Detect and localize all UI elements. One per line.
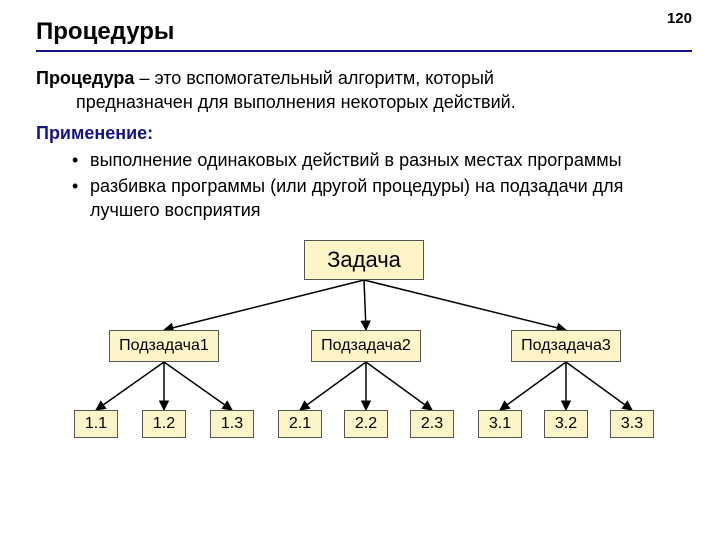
application-label: Применение: [36, 123, 692, 144]
definition-paragraph: Процедура – это вспомогательный алгоритм… [36, 66, 692, 115]
tree-leaf: 3.1 [478, 410, 522, 438]
task-tree: Задача Подзадача1 Подзадача2 Подзадача3 … [44, 240, 684, 470]
application-list: выполнение одинаковых действий в разных … [36, 148, 692, 223]
title-rule [36, 50, 692, 52]
list-item: выполнение одинаковых действий в разных … [90, 148, 692, 172]
tree-leaf: 3.2 [544, 410, 588, 438]
definition-sep: – [134, 68, 154, 88]
tree-mid-1: Подзадача1 [109, 330, 219, 362]
tree-leaf: 1.1 [74, 410, 118, 438]
list-item: разбивка программы (или другой процедуры… [90, 174, 692, 223]
tree-leaf: 3.3 [610, 410, 654, 438]
tree-leaf: 1.2 [142, 410, 186, 438]
definition-line1: это вспомогательный алгоритм, который [154, 68, 494, 88]
tree-mid-2: Подзадача2 [311, 330, 421, 362]
tree-mid-3: Подзадача3 [511, 330, 621, 362]
definition-line2: предназначен для выполнения некоторых де… [36, 90, 692, 114]
tree-leaf: 1.3 [210, 410, 254, 438]
page-number: 120 [667, 10, 692, 27]
tree-root: Задача [304, 240, 424, 280]
page-title: Процедуры [36, 18, 692, 46]
tree-leaf: 2.1 [278, 410, 322, 438]
tree-leaf: 2.2 [344, 410, 388, 438]
tree-leaf: 2.3 [410, 410, 454, 438]
definition-term: Процедура [36, 68, 134, 88]
